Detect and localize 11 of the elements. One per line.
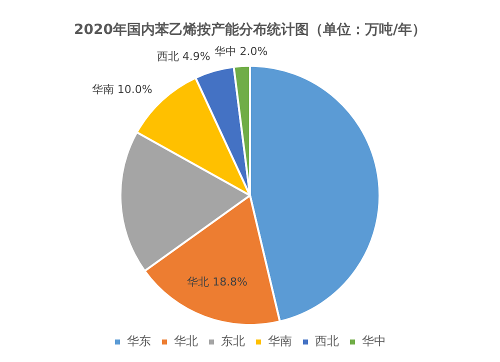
chart-title: 2020年国内苯乙烯按产能分布统计图（单位：万吨/年） (74, 21, 426, 38)
category-label: 西北 4.9% (156, 50, 210, 64)
legend-label: 华南 (268, 334, 292, 348)
legend-label: 华中 (362, 334, 386, 348)
legend-label: 西北 (315, 334, 339, 348)
legend-label: 华北 (174, 334, 198, 348)
legend-label: 华东 (127, 334, 151, 348)
category-label: 华北 18.8% (187, 276, 248, 289)
legend-label: 东北 (221, 334, 245, 348)
category-label: 华南 10.0% (92, 82, 152, 96)
category-label: 华中 2.0% (214, 44, 268, 58)
